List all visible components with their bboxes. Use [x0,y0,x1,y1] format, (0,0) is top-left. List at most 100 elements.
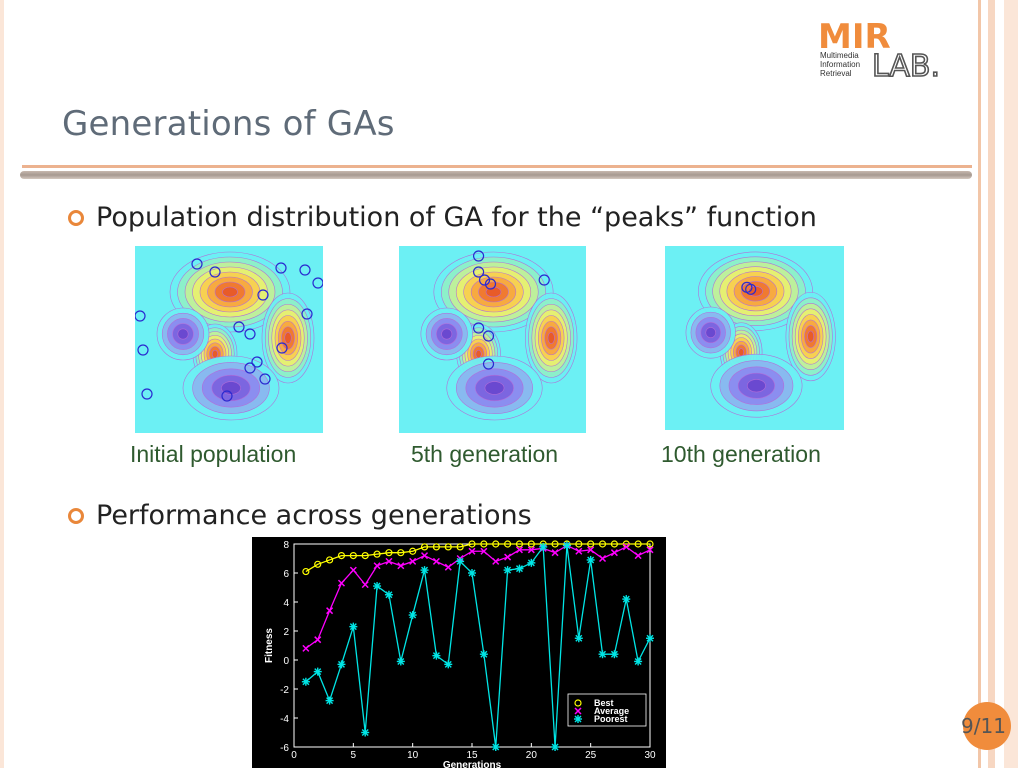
legend-marker [574,699,582,707]
data-point-best [587,540,595,548]
data-point-poorest [337,660,346,669]
data-point-poorest [349,622,358,631]
population-point [251,356,263,368]
data-point-best [325,556,334,564]
data-point-average [337,579,345,587]
data-point-poorest [420,566,429,575]
data-point-average [385,557,393,565]
y-tick-label: 4 [283,598,289,609]
population-point [257,289,269,301]
marker-stroke [326,607,334,615]
population-point [482,330,495,342]
page-number: 9/11 [961,714,1006,738]
data-point-average [373,562,381,570]
population-point [299,264,311,276]
x-tick-label: 15 [466,750,478,761]
marker-stroke [575,547,583,555]
bullet-text: Performance across generations [96,500,532,531]
data-point-average [302,644,310,652]
x-tick-label: 10 [407,750,419,761]
marker-stroke [361,581,369,589]
population-point [472,266,485,278]
data-point-poorest [503,566,512,575]
population-point [301,308,313,320]
marker-stroke [646,546,654,554]
right-stripe-3 [1004,0,1018,768]
right-stripe-1 [978,0,981,768]
contour-panel-gen10 [665,246,844,430]
marker-stroke [634,552,642,560]
data-point-best [646,540,654,548]
data-point-best [349,552,357,560]
data-point-average [409,557,417,565]
population-point [745,283,757,295]
marker-stroke [492,557,500,565]
data-point-poorest [622,595,631,604]
left-stripe [0,0,4,768]
data-point-poorest [515,564,524,573]
population-point [135,310,146,322]
data-point-best [480,540,488,548]
marker-stroke [599,554,607,563]
contour-ring [705,327,716,339]
data-point-average [527,546,535,554]
data-point-poorest [539,542,548,551]
data-point-best [515,540,524,548]
contour-panel-initial [135,246,323,433]
data-point-average [349,566,357,574]
marker-stroke [574,707,582,715]
data-point-poorest [396,657,405,666]
data-point-average [468,547,476,555]
marker-stroke [385,557,393,565]
population-point [259,373,271,385]
data-point-poorest [551,743,560,751]
population-point [478,274,491,286]
data-point-average [587,546,595,554]
data-point-poorest [384,590,393,599]
data-point-poorest [456,557,465,566]
data-point-poorest [479,650,488,659]
data-point-average [444,563,452,571]
logo-sub3: Retrieval [820,69,852,78]
marker-stroke [468,547,476,555]
legend-marker [574,707,582,715]
data-point-best [337,552,346,560]
legend-marker [574,715,582,723]
series-line-best [305,543,650,573]
population-point [221,390,233,402]
data-point-poorest [491,743,500,751]
data-point-poorest [373,582,382,591]
data-point-poorest [361,728,370,737]
marker-stroke [504,553,512,561]
data-point-poorest [586,555,595,564]
data-point-best [468,540,476,548]
page-number-badge: 9/11 [961,702,1011,750]
data-point-average [610,549,618,557]
data-point-poorest [562,541,571,550]
legend-label: Best [594,698,614,708]
series-line-poorest [305,545,651,748]
data-point-average [492,557,500,565]
data-point-poorest [432,651,441,660]
data-point-best [432,543,440,551]
data-point-average [432,557,440,565]
data-point-poorest [634,657,643,666]
data-point-best [634,540,642,548]
data-point-best [598,540,607,548]
fitness-chart-svg: -6 -4 -2 0 2 4 6 8 0 5 10 15 20 25 30 Generations Fitnes… [264,540,656,771]
data-point-poorest [598,650,607,659]
contour-ring [177,328,189,340]
contour-ring [484,381,505,395]
data-point-best [610,540,618,548]
contour-ring [547,332,555,344]
series-line-average [305,544,651,649]
data-point-poorest [301,677,310,686]
marker-stroke [432,557,440,565]
bullet-text: Population distribution of GA for the “p… [96,202,817,233]
y-axis-label: Fitness [264,628,275,663]
contour-ring [211,349,219,359]
marker-stroke [527,546,535,554]
y-tick-label: -4 [280,714,289,725]
contour-ring [441,328,453,340]
marker-stroke [421,552,429,560]
